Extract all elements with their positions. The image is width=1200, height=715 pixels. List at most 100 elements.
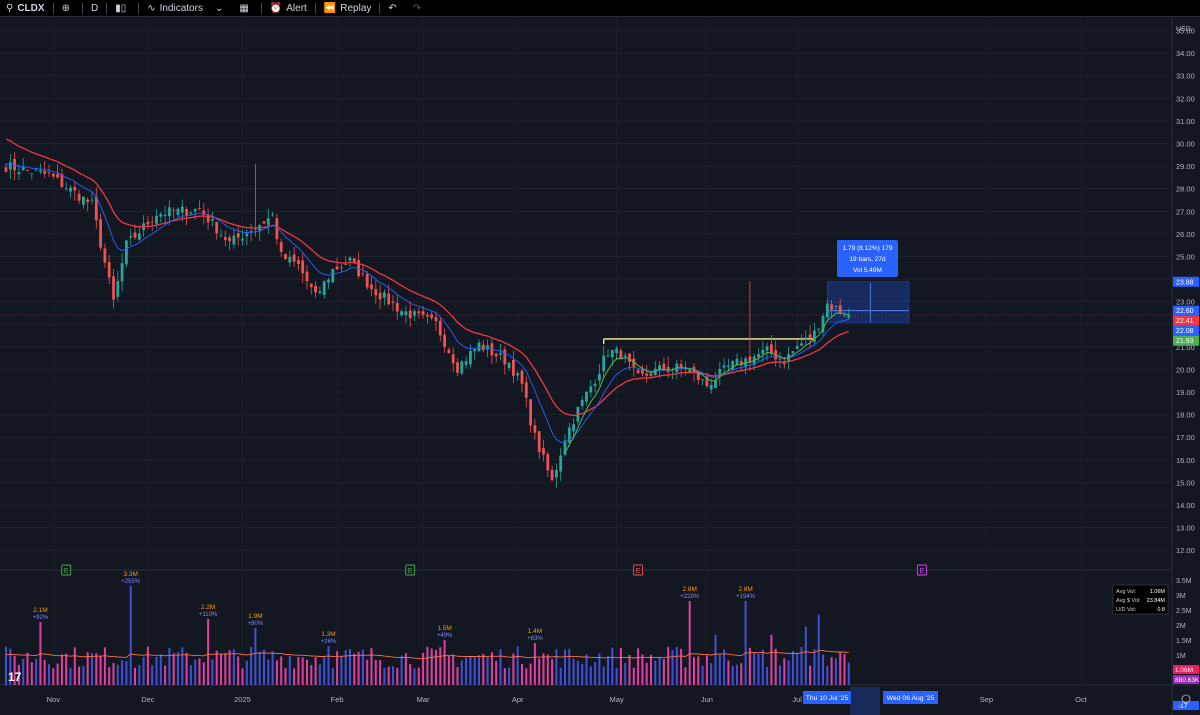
candle-body [460, 361, 464, 374]
volume-bar [637, 648, 640, 685]
indicators-button[interactable]: ∿ Indicators [141, 0, 209, 17]
volume-bar [667, 646, 670, 685]
measure-tooltip [837, 240, 898, 277]
undo-button[interactable]: ↶ [382, 0, 406, 17]
currency-label: USD [1176, 26, 1191, 33]
volume-bar [555, 649, 558, 685]
chart-type-button[interactable]: ▮▯ [109, 0, 136, 17]
candle-body [516, 373, 520, 376]
symbol-search[interactable]: ⚲ CLDX [0, 0, 51, 17]
volume-bar [486, 657, 489, 685]
volume-bar [465, 657, 468, 685]
volume-bar [349, 649, 351, 685]
volume-bar [155, 656, 158, 685]
layouts-button[interactable]: ▦ [233, 0, 258, 17]
candle-body [77, 193, 81, 201]
candle-body [546, 453, 550, 471]
candle-body [340, 267, 343, 269]
volume-bar [220, 654, 222, 685]
earnings-marker-box [405, 564, 416, 576]
volume-spike-label: 1.9M [248, 613, 262, 620]
volume-bar [817, 614, 820, 685]
redo-button[interactable]: ↷ [407, 0, 431, 17]
candle-body [232, 235, 236, 245]
candle-body [26, 170, 29, 171]
rewind-icon: ⏪ [323, 2, 337, 14]
candle-body [619, 350, 623, 359]
candle-body [843, 315, 846, 317]
volume-bar [254, 628, 257, 685]
ema-blue-line [5, 163, 849, 443]
price-chart[interactable]: 35.00 34.00 33.00 32.00 31.00 30.00 29.00 28.00… [0, 17, 1200, 715]
candle-body [537, 431, 541, 453]
time-tick-label: Mar [417, 695, 430, 704]
volume-bar [430, 648, 433, 685]
volume-bar [564, 649, 566, 685]
candle-body [628, 353, 631, 362]
candle-body [567, 427, 571, 443]
volume-bar [568, 648, 571, 685]
candle-body [275, 218, 279, 240]
time-tick-label: Sep [980, 695, 993, 704]
volume-bar [688, 601, 691, 685]
interval-button[interactable]: D [85, 0, 104, 17]
candle-body [292, 254, 296, 262]
candle-body [391, 301, 395, 303]
volume-bar [607, 655, 609, 685]
top-toolbar: ⚲ CLDX ⊕ D ▮▯ ∿ Indicators ⌄ ▦ ⏰ Alert ⏪… [0, 0, 1200, 17]
volume-stat-label: Avg Vol: [1116, 589, 1137, 595]
volume-negative-label: -17 [1178, 703, 1188, 710]
alert-button[interactable]: ⏰ Alert [264, 0, 313, 17]
volume-bar [602, 666, 605, 685]
volume-bar [714, 634, 717, 685]
earnings-marker-label: E [64, 568, 69, 575]
volume-bar [56, 663, 59, 685]
volume-bar [400, 655, 403, 685]
candle-body [150, 221, 154, 223]
candle-body [679, 364, 683, 367]
volume-bar [250, 646, 253, 685]
candle-body [297, 260, 300, 265]
volume-bar [710, 663, 713, 685]
volume-bar [490, 652, 493, 685]
candle-body [649, 373, 653, 376]
volume-bar [129, 586, 132, 685]
candle-body [90, 199, 94, 201]
volume-bar [503, 668, 506, 685]
compare-button[interactable]: ⊕ [56, 0, 80, 17]
alert-label: Alert [286, 2, 307, 14]
chart-area[interactable]: 35.00 34.00 33.00 32.00 31.00 30.00 29.00 28.00… [0, 17, 1200, 715]
candle-body [443, 334, 446, 347]
volume-bar [366, 659, 369, 685]
volume-bar [697, 656, 700, 685]
ema-red-line [5, 138, 850, 417]
volume-bar [340, 655, 343, 685]
interval-label: D [90, 2, 99, 14]
undo-icon: ↶ [388, 2, 397, 14]
candle-body [112, 276, 115, 300]
volume-spike-pct: +255% [121, 579, 141, 585]
candle-body [202, 210, 206, 215]
candle-body [56, 174, 59, 178]
replay-button[interactable]: ⏪ Replay [318, 0, 378, 17]
candle-body [8, 162, 12, 170]
price-tick-label: 26.00 [1176, 230, 1195, 239]
price-axis-label: 21.93 [1176, 338, 1194, 345]
volume-bar [198, 658, 201, 685]
volume-bar [108, 667, 111, 685]
indicator-templates-button[interactable]: ⌄ [209, 0, 233, 17]
candle-body [529, 399, 532, 426]
candle-body [494, 353, 498, 357]
volume-bar [379, 660, 382, 685]
candle-body [361, 273, 365, 275]
volume-bar [370, 648, 373, 685]
candle-body [507, 362, 511, 369]
volume-bar [456, 666, 459, 685]
volume-bar [512, 653, 515, 685]
candle-body [804, 337, 808, 340]
time-axis-date-label: Wed 06 Aug '25 [887, 695, 935, 702]
symbol-label: CLDX [17, 2, 45, 14]
grid-icon: ▦ [239, 2, 249, 14]
volume-bar [392, 666, 394, 685]
volume-bar [168, 647, 171, 685]
